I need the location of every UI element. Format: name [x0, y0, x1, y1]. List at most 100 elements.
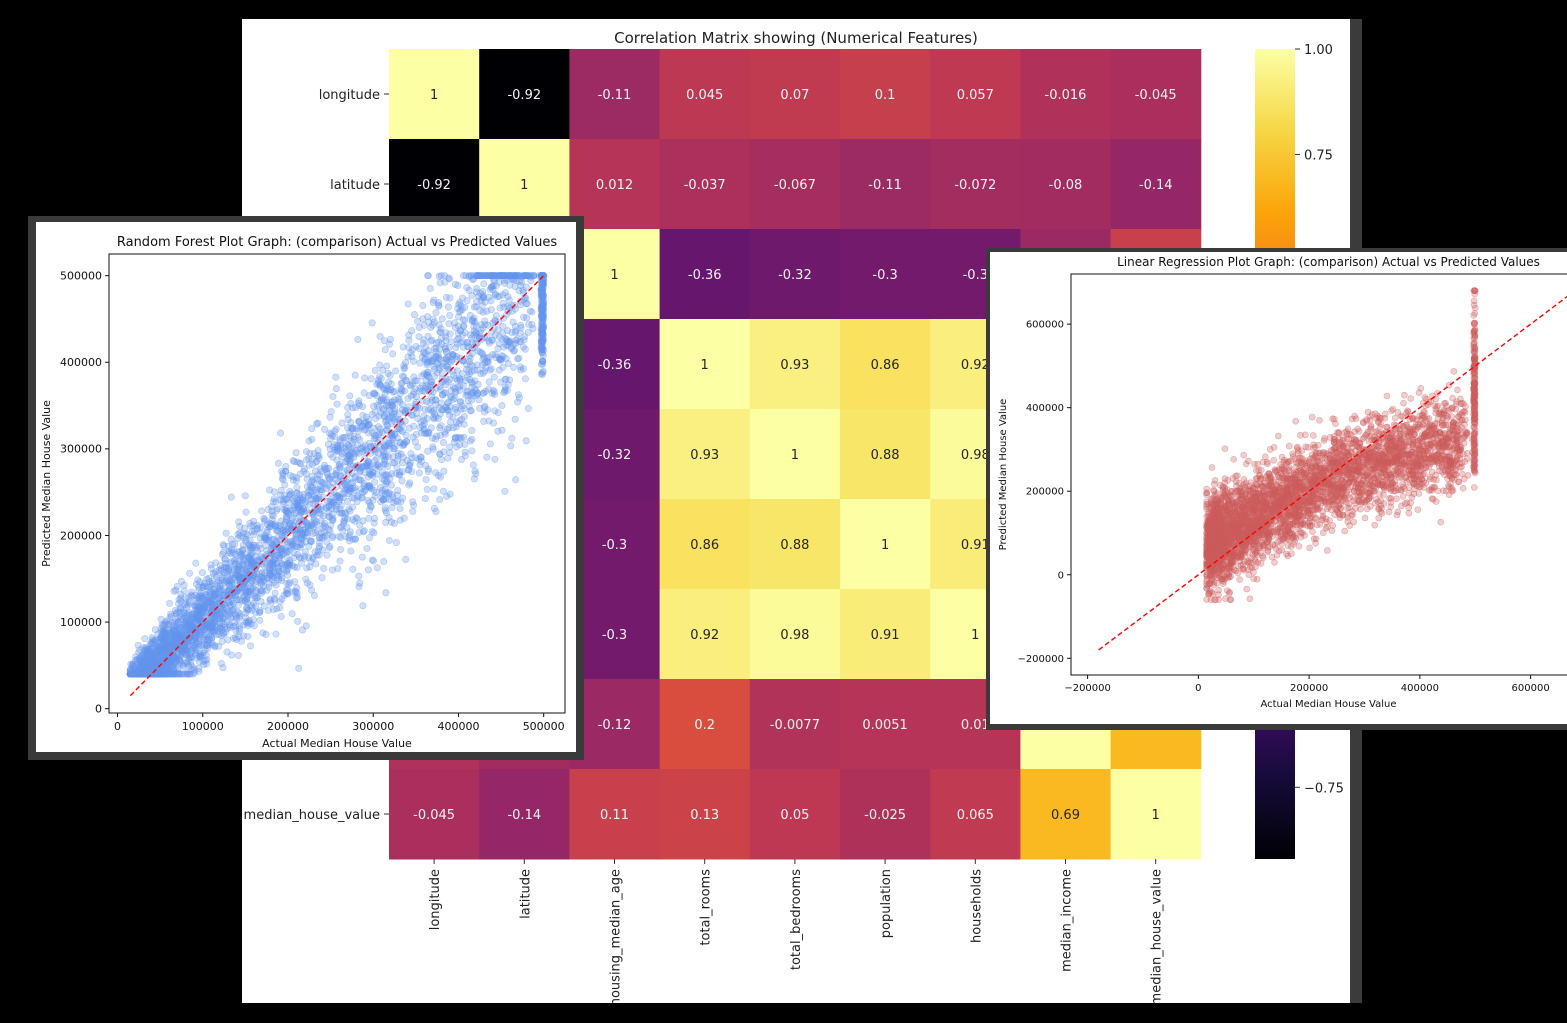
scatter-point: [236, 575, 244, 583]
scatter-point: [388, 412, 396, 420]
scatter-point: [160, 644, 168, 652]
scatter-point: [252, 588, 260, 596]
scatter-point: [446, 418, 454, 426]
scatter-point: [267, 571, 275, 579]
scatter-point: [286, 578, 294, 586]
scatter-point: [1407, 395, 1415, 402]
scatter-point: [187, 661, 195, 669]
scatter-point: [319, 524, 327, 532]
scatter-point: [394, 486, 402, 494]
scatter-point: [404, 353, 412, 361]
scatter-point: [280, 505, 288, 513]
scatter-point: [313, 527, 321, 535]
scatter-point: [303, 482, 311, 490]
scatter-point: [514, 335, 522, 343]
scatter-point: [468, 427, 476, 435]
scatter-point: [215, 614, 223, 622]
scatter-point: [436, 345, 444, 353]
scatter-point: [168, 654, 176, 662]
scatter-point: [267, 559, 275, 567]
scatter-point: [389, 453, 397, 461]
scatter-point: [162, 670, 170, 678]
scatter-point: [436, 450, 444, 458]
heatmap-cell-label: 1: [1152, 808, 1160, 823]
scatter-point: [366, 502, 374, 510]
scatter-point: [420, 348, 428, 356]
scatter-point: [439, 406, 447, 414]
scatter-point: [339, 527, 347, 535]
scatter-point: [410, 311, 418, 319]
scatter-point: [501, 487, 509, 495]
scatter-point: [517, 366, 525, 374]
scatter-point: [129, 670, 137, 678]
scatter-point: [233, 614, 241, 622]
x-tick-label: 0: [114, 720, 121, 733]
scatter-point: [222, 563, 230, 571]
scatter-point: [304, 488, 312, 496]
scatter-point: [272, 630, 280, 638]
scatter-point: [368, 556, 376, 564]
scatter-point: [234, 608, 242, 616]
scatter-point: [338, 509, 346, 517]
scatter-point: [473, 284, 481, 292]
scatter-point: [349, 516, 357, 524]
scatter-point: [311, 492, 319, 500]
scatter-point: [325, 464, 333, 472]
scatter-point: [274, 564, 282, 572]
scatter-point: [449, 424, 457, 432]
scatter-point: [256, 616, 264, 624]
scatter-point: [182, 599, 190, 607]
heatmap-cell-label: 0.0051: [862, 718, 908, 733]
scatter-point: [239, 559, 247, 567]
scatter-point: [283, 553, 291, 561]
scatter-point: [510, 340, 518, 348]
scatter-point: [452, 435, 460, 443]
scatter-point: [210, 614, 218, 622]
scatter-point: [309, 530, 317, 538]
scatter-point: [289, 476, 297, 484]
scatter-point: [310, 591, 318, 599]
scatter-point: [427, 424, 435, 432]
scatter-point: [295, 519, 303, 527]
scatter-point: [190, 632, 198, 640]
scatter-point: [271, 589, 279, 597]
scatter-point: [284, 571, 292, 579]
scatter-point: [186, 632, 194, 640]
scatter-point: [169, 626, 177, 634]
scatter-point: [142, 643, 150, 651]
scatter-point: [340, 468, 348, 476]
scatter-point: [500, 303, 508, 311]
scatter-point: [388, 419, 396, 427]
scatter-point: [160, 626, 168, 634]
scatter-point: [315, 551, 323, 559]
scatter-point: [364, 566, 372, 574]
scatter-point: [326, 475, 334, 483]
scatter-point: [143, 670, 151, 678]
scatter-point: [179, 606, 187, 614]
scatter-point: [300, 465, 308, 473]
heatmap-cell: [569, 409, 661, 500]
scatter-point: [431, 344, 439, 352]
scatter-point: [231, 540, 239, 548]
heatmap-cell: [930, 49, 1021, 140]
scatter-point: [177, 644, 185, 652]
scatter-point: [385, 340, 393, 348]
scatter-point: [405, 466, 413, 474]
scatter-point: [382, 589, 390, 597]
scatter-point: [339, 489, 347, 497]
scatter-point: [148, 648, 156, 656]
scatter-point: [505, 272, 513, 280]
scatter-point: [369, 390, 377, 398]
scatter-point: [181, 600, 189, 608]
scatter-point: [452, 344, 460, 352]
scatter-point: [308, 425, 316, 433]
scatter-point: [226, 576, 234, 584]
scatter-point: [277, 562, 285, 570]
scatter-point: [540, 299, 548, 307]
scatter-point: [245, 561, 253, 569]
scatter-point: [512, 336, 520, 344]
scatter-point: [415, 469, 423, 477]
scatter-point: [491, 331, 499, 339]
scatter-point: [329, 534, 337, 542]
scatter-point: [170, 670, 178, 678]
